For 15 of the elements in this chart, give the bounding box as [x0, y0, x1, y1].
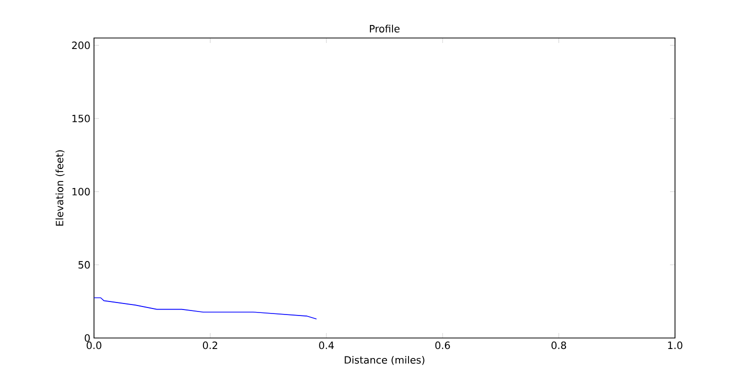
x-axis-title: Distance (miles): [344, 356, 424, 365]
x-tick-label: 1.0: [668, 342, 682, 350]
x-tick-label: 0.0: [86, 342, 102, 350]
y-tick-label: 100: [72, 188, 90, 196]
y-tick-label: 0: [84, 334, 90, 342]
line-series: [94, 297, 317, 320]
y-tick-label: 150: [72, 114, 90, 122]
x-tick-label: 0.4: [319, 342, 334, 350]
x-tick-label: 0.2: [202, 342, 218, 350]
x-tick-label: 0.6: [435, 342, 450, 350]
y-tick-label: 200: [72, 42, 90, 50]
y-axis-title: Elevation (feet): [56, 150, 65, 226]
y-tick-label: 50: [78, 261, 90, 269]
chart-title: Profile: [370, 24, 400, 32]
x-tick-label: 0.8: [552, 342, 566, 350]
